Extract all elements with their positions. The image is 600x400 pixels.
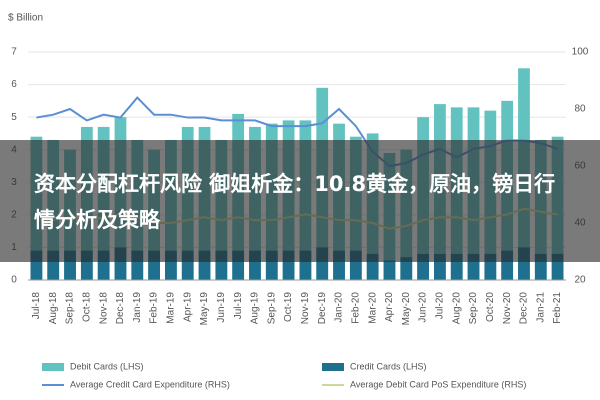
x-tick-label: Mar-19 bbox=[166, 292, 177, 324]
bar bbox=[232, 250, 245, 280]
bar bbox=[501, 250, 514, 280]
x-tick-label: Apr-19 bbox=[182, 292, 193, 322]
x-tick-label: Apr-20 bbox=[384, 292, 395, 322]
x-tick-label: Jul-19 bbox=[233, 292, 244, 320]
bar bbox=[148, 250, 160, 280]
bar bbox=[417, 253, 429, 280]
x-tick-label: Oct-20 bbox=[485, 292, 496, 322]
x-tick-label: Dec-19 bbox=[317, 292, 328, 325]
overlay-band: 资本分配杠杆风险 御姐析金：10.8黄金，原油，镑日行情分析及策略 bbox=[0, 140, 600, 262]
x-tick-label: Feb-19 bbox=[149, 292, 160, 324]
y-tick-label: 5 bbox=[11, 112, 17, 123]
bar bbox=[299, 250, 312, 280]
bar bbox=[518, 247, 530, 280]
y-axis-label: $ Billion bbox=[8, 13, 43, 24]
legend-label: Average Credit Card Expenditure (RHS) bbox=[70, 379, 230, 389]
bar bbox=[282, 250, 295, 280]
legend-swatch bbox=[322, 363, 344, 371]
bar bbox=[450, 253, 463, 280]
x-tick-label: Jul-20 bbox=[435, 292, 446, 320]
x-tick-label: Sep-18 bbox=[65, 292, 76, 325]
bar bbox=[316, 247, 329, 280]
overlay-text: 资本分配杠杆风险 御姐析金：10.8黄金，原油，镑日行情分析及策略 bbox=[34, 172, 556, 232]
x-tick-label: Jan-19 bbox=[132, 292, 143, 323]
x-tick-label: Feb-20 bbox=[350, 292, 361, 324]
y-tick-label: 6 bbox=[11, 79, 17, 90]
x-tick-label: Sep-19 bbox=[266, 292, 277, 325]
x-tick-label: Dec-18 bbox=[115, 292, 126, 325]
x-tick-label: Oct-19 bbox=[283, 292, 294, 322]
x-tick-label: Aug-19 bbox=[250, 292, 261, 325]
x-tick-label: Jun-19 bbox=[216, 292, 227, 323]
y2-tick-label: 80 bbox=[574, 104, 586, 115]
bar bbox=[198, 250, 211, 280]
bar bbox=[467, 253, 480, 280]
bar bbox=[349, 250, 362, 280]
bar bbox=[165, 250, 177, 280]
bar bbox=[97, 250, 110, 280]
x-tick-label: Aug-18 bbox=[48, 292, 59, 325]
bar bbox=[215, 250, 228, 280]
x-tick-label: May-19 bbox=[199, 292, 210, 326]
legend-label: Debit Cards (LHS) bbox=[70, 361, 144, 371]
bar bbox=[80, 250, 93, 280]
x-tick-label: Nov-20 bbox=[502, 292, 513, 325]
x-tick-label: Jan-21 bbox=[535, 292, 546, 323]
legend-label: Average Debit Card PoS Expenditure (RHS) bbox=[350, 379, 526, 389]
bar bbox=[30, 250, 43, 280]
x-tick-label: Jul-18 bbox=[31, 292, 42, 320]
x-tick-label: Oct-18 bbox=[81, 292, 92, 322]
x-tick-label: May-20 bbox=[401, 292, 412, 326]
bar bbox=[64, 250, 76, 280]
x-tick-label: Jun-20 bbox=[418, 292, 429, 323]
x-tick-label: Dec-20 bbox=[519, 292, 530, 325]
x-tick-label: Nov-18 bbox=[98, 292, 109, 325]
bar bbox=[333, 250, 345, 280]
x-tick-label: Feb-21 bbox=[552, 292, 563, 324]
bar bbox=[181, 250, 194, 280]
bar bbox=[534, 253, 547, 280]
x-tick-label: Aug-20 bbox=[451, 292, 462, 325]
x-tick-label: Nov-19 bbox=[300, 292, 311, 325]
bar bbox=[265, 250, 278, 280]
x-tick-label: Sep-20 bbox=[468, 292, 479, 325]
legend-swatch bbox=[42, 363, 64, 371]
bar bbox=[47, 250, 60, 280]
y2-tick-label: 20 bbox=[574, 275, 586, 286]
bar bbox=[131, 250, 144, 280]
x-tick-label: Mar-20 bbox=[367, 292, 378, 324]
bar bbox=[551, 253, 564, 280]
x-tick-label: Jan-20 bbox=[334, 292, 345, 323]
bar bbox=[249, 250, 261, 280]
y-tick-label: 7 bbox=[11, 47, 17, 58]
y2-tick-label: 100 bbox=[572, 47, 589, 58]
bar bbox=[114, 247, 127, 280]
bar bbox=[366, 253, 379, 280]
bar bbox=[383, 260, 396, 280]
bar bbox=[484, 253, 497, 280]
legend-label: Credit Cards (LHS) bbox=[350, 361, 427, 371]
y-tick-label: 0 bbox=[11, 275, 17, 286]
bar bbox=[400, 257, 413, 280]
bar bbox=[434, 253, 446, 280]
